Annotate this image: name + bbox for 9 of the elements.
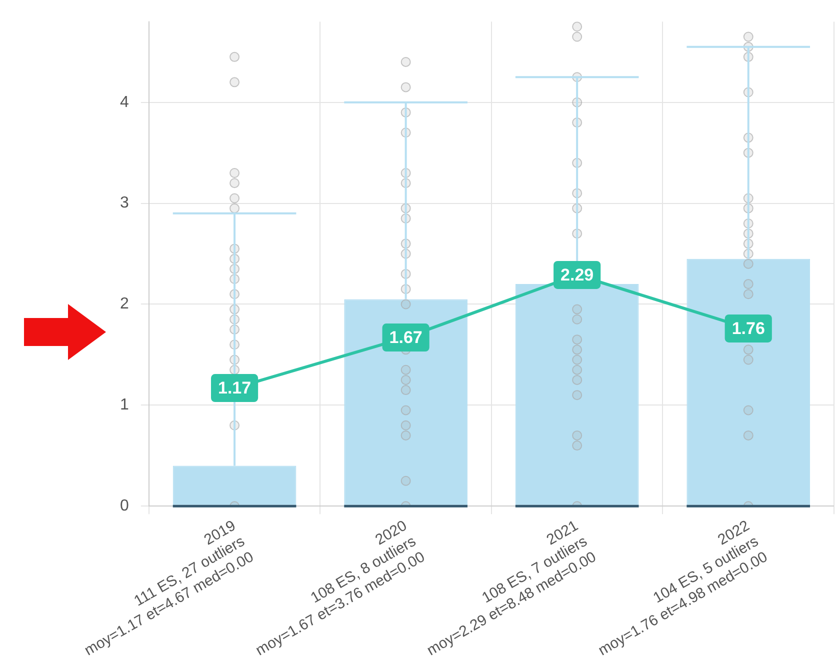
y-tick-label: 1 bbox=[120, 396, 129, 414]
y-tick-label: 3 bbox=[120, 194, 129, 212]
y-tick-label: 0 bbox=[120, 498, 129, 515]
y-tick-label: 4 bbox=[120, 94, 129, 111]
data-label: 1.17 bbox=[218, 378, 252, 398]
y-tick-label: 2 bbox=[120, 296, 129, 313]
data-label: 2.29 bbox=[560, 266, 594, 285]
data-label: 1.76 bbox=[732, 319, 765, 338]
data-label: 1.67 bbox=[389, 328, 422, 348]
